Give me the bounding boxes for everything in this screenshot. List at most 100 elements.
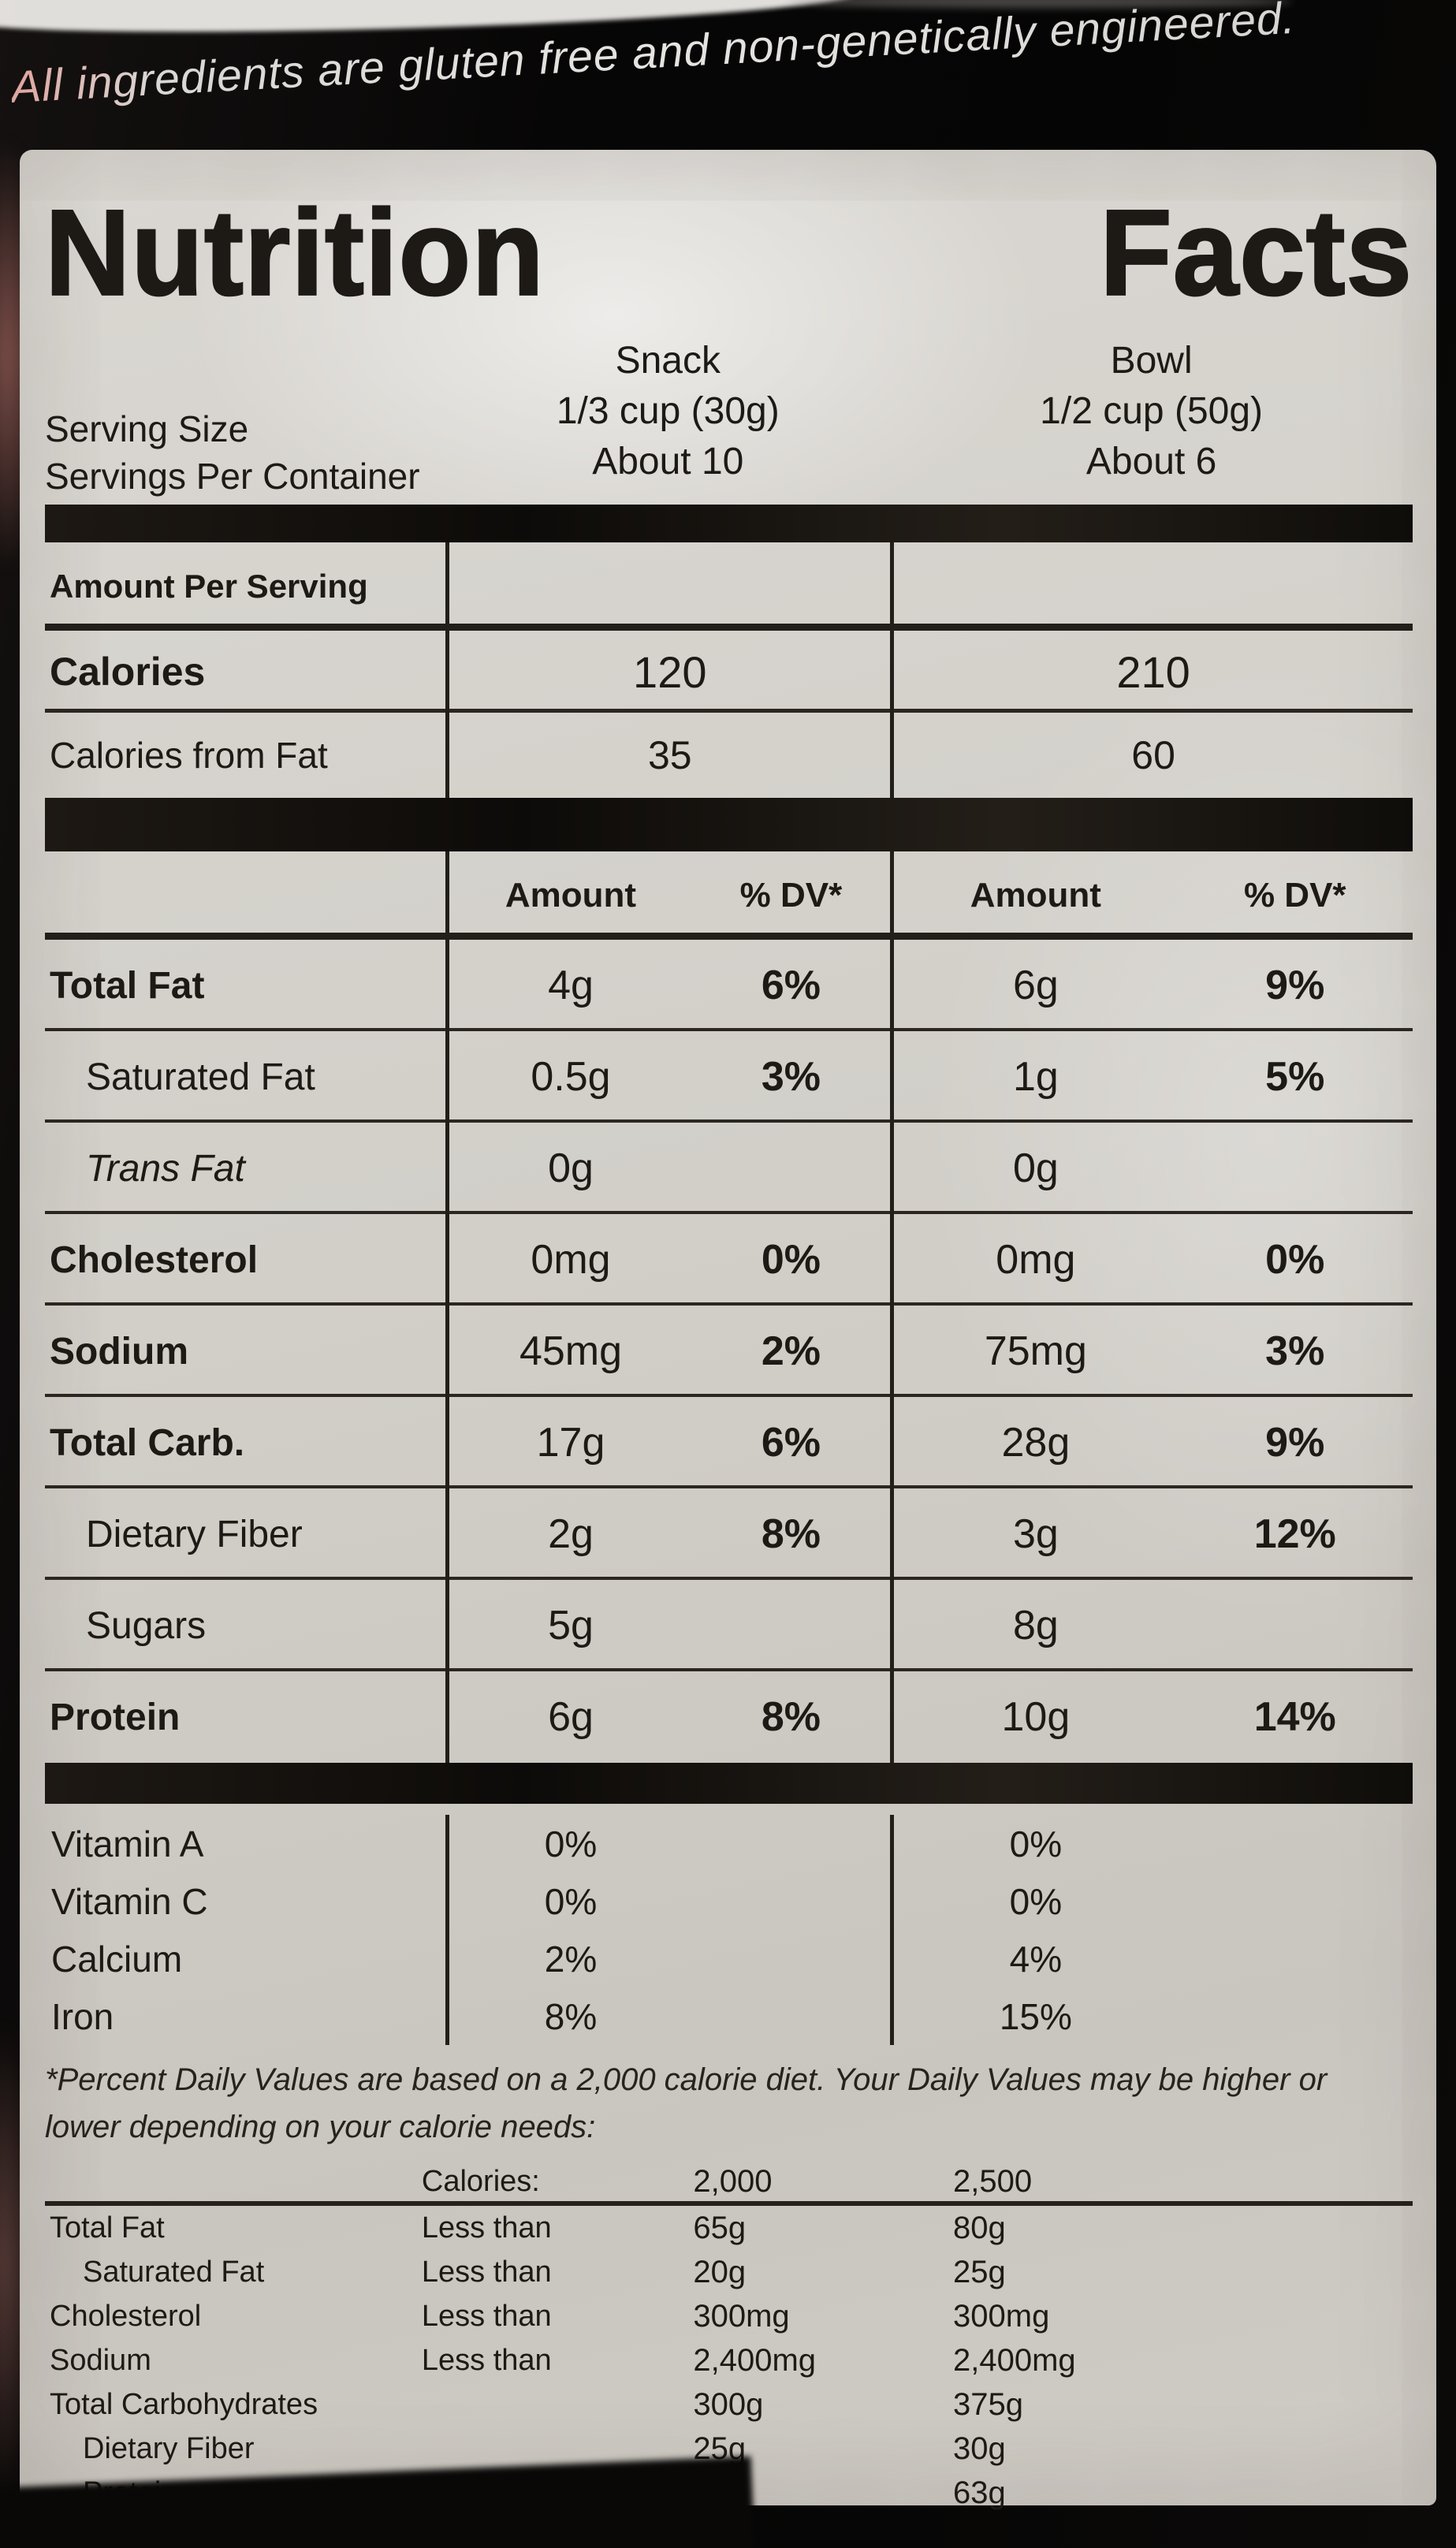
bowl-value: 15% [890, 1987, 1177, 2045]
snack-amount: 6g [445, 1671, 691, 1763]
serving-size-label: Serving Size [45, 408, 249, 449]
nutrient-row-total-carb: Total Carb. 17g 6% 28g 9% [45, 1397, 1413, 1488]
bowl-amount: 28g [890, 1397, 1177, 1488]
bowl-dv: 5% [1265, 1054, 1325, 1100]
snack-amount-header: Amount [445, 851, 691, 940]
nutrient-label: Trans Fat [86, 1147, 245, 1190]
bowl-amount: 0mg [890, 1214, 1177, 1306]
bowl-serving-column: Bowl 1/2 cup (50g) About 6 [890, 325, 1413, 505]
snack-amount: 17g [445, 1397, 691, 1488]
empty-cell [1178, 1987, 1413, 2045]
glare-highlight-right [788, 0, 1293, 8]
calories-from-fat-bowl-value: 60 [890, 713, 1413, 798]
amount-per-serving-label: Amount Per Serving [50, 568, 368, 605]
dv-row-qualifier: Less than [421, 2211, 552, 2244]
nutrient-label: Protein [50, 1696, 181, 1738]
dv-row-cholesterol: Cholesterol Less than 300mg 300mg [45, 2294, 1413, 2338]
snack-dv: 6% [761, 963, 821, 1008]
nutrient-label: Sugars [86, 1604, 207, 1647]
dv-2500-value: 30g [953, 2431, 1006, 2466]
footnote-line-1: *Percent Daily Values are based on a 2,0… [45, 2062, 1328, 2097]
bowl-dv [1178, 1580, 1413, 1671]
nutrient-row-saturated-fat: Saturated Fat 0.5g 3% 1g 5% [45, 1031, 1413, 1123]
empty-cell [1178, 542, 1413, 631]
nutrient-label: Saturated Fat [86, 1056, 315, 1098]
bowl-amount-header: Amount [890, 851, 1177, 940]
dv-row-qualifier: Less than [421, 2299, 552, 2333]
bowl-amount: 75mg [890, 1306, 1177, 1397]
dv-2000-value: 2,400mg [693, 2342, 817, 2378]
bowl-column-header: Bowl [1110, 340, 1193, 382]
empty-cell [692, 1987, 891, 2045]
calories-2000-header: 2,000 [693, 2163, 773, 2199]
title-word-nutrition: Nutrition [44, 183, 545, 322]
nutrient-label: Sodium [50, 1330, 188, 1373]
bowl-amount: 8g [890, 1580, 1177, 1671]
vitamin-label: Vitamin C [51, 1880, 208, 1922]
servings-per-container-label: Servings Per Container [45, 456, 420, 497]
empty-cell [692, 542, 891, 631]
vitamin-row-iron: Iron 8% 15% [45, 1987, 1413, 2045]
nutrient-row-sodium: Sodium 45mg 2% 75mg 3% [45, 1306, 1413, 1397]
snack-amount: 5g [445, 1580, 691, 1671]
dv-row-label: Cholesterol [50, 2299, 202, 2333]
bowl-value: 0% [890, 1872, 1177, 1930]
empty-cell [692, 1872, 891, 1930]
snack-dv [692, 1580, 891, 1671]
snack-servings-count: About 10 [592, 441, 744, 482]
snack-column-header: Snack [615, 340, 721, 382]
dv-2000-value: 300g [693, 2386, 764, 2422]
dv-row-sodium: Sodium Less than 2,400mg 2,400mg [45, 2338, 1413, 2382]
snack-dv: 2% [761, 1328, 821, 1374]
snack-amount: 2g [445, 1488, 691, 1580]
nutrient-row-protein: Protein 6g 8% 10g 14% [45, 1671, 1413, 1763]
empty-cell [890, 542, 1177, 631]
snack-amount: 45mg [445, 1306, 691, 1397]
dv-row-qualifier: Less than [421, 2343, 552, 2377]
dv-row-total-fat: Total Fat Less than 65g 80g [45, 2206, 1413, 2250]
dv-row-label: Total Carbohydrates [50, 2387, 318, 2421]
nutrient-label: Cholesterol [50, 1239, 259, 1281]
calories-from-fat-snack-value: 35 [445, 713, 890, 798]
calories-row: Calories 120 210 [45, 631, 1413, 713]
vitamin-label: Iron [51, 1995, 114, 2037]
empty-cell [692, 1815, 891, 1872]
dv-2500-value: 300mg [953, 2298, 1050, 2334]
calories-label: Calories [50, 650, 206, 694]
dv-row-qualifier: Less than [421, 2255, 552, 2289]
bowl-amount: 6g [890, 940, 1177, 1031]
bowl-dv: 12% [1253, 1511, 1336, 1557]
vitamin-row-calcium: Calcium 2% 4% [45, 1930, 1413, 1987]
divider-bar-middle [45, 798, 1413, 851]
snack-serving-column: Snack 1/3 cup (30g) About 10 [445, 325, 890, 505]
snack-dv [692, 1123, 891, 1214]
snack-amount: 0g [445, 1123, 691, 1214]
nutrient-label: Total Carb. [50, 1421, 245, 1464]
empty-cell [45, 851, 445, 940]
bowl-dv: 9% [1265, 963, 1325, 1008]
snack-value: 0% [445, 1815, 691, 1872]
calories-2500-header: 2,500 [953, 2163, 1033, 2199]
nutrient-label: Total Fat [50, 964, 205, 1007]
title-word-facts: Facts [1099, 183, 1413, 322]
bowl-dv: 0% [1265, 1237, 1325, 1283]
bowl-servings-count: About 6 [1085, 441, 1217, 482]
daily-values-footnote: *Percent Daily Values are based on a 2,0… [45, 2056, 1413, 2151]
dv-table-header: Calories: 2,000 2,500 [45, 2157, 1413, 2206]
bowl-dv: 3% [1265, 1328, 1325, 1374]
empty-cell [1178, 1872, 1413, 1930]
dv-2000-value: 20g [693, 2254, 747, 2289]
dv-2500-value: 2,400mg [953, 2342, 1076, 2378]
snack-value: 8% [445, 1987, 691, 2045]
snack-dv: 8% [761, 1694, 821, 1740]
calories-snack-value: 120 [445, 631, 890, 713]
dv-2000-value: 65g [693, 2210, 747, 2245]
calories-bowl-value: 210 [890, 631, 1413, 713]
dv-2500-value: 375g [953, 2386, 1023, 2422]
serving-size-labels: Serving Size Servings Per Container [45, 405, 445, 505]
bowl-dv: 14% [1253, 1694, 1336, 1740]
bowl-dv: 9% [1265, 1420, 1325, 1466]
vitamin-row-c: Vitamin C 0% 0% [45, 1872, 1413, 1930]
nutrition-facts-label: Nutrition Facts Serving Size Servings Pe… [20, 150, 1436, 2510]
